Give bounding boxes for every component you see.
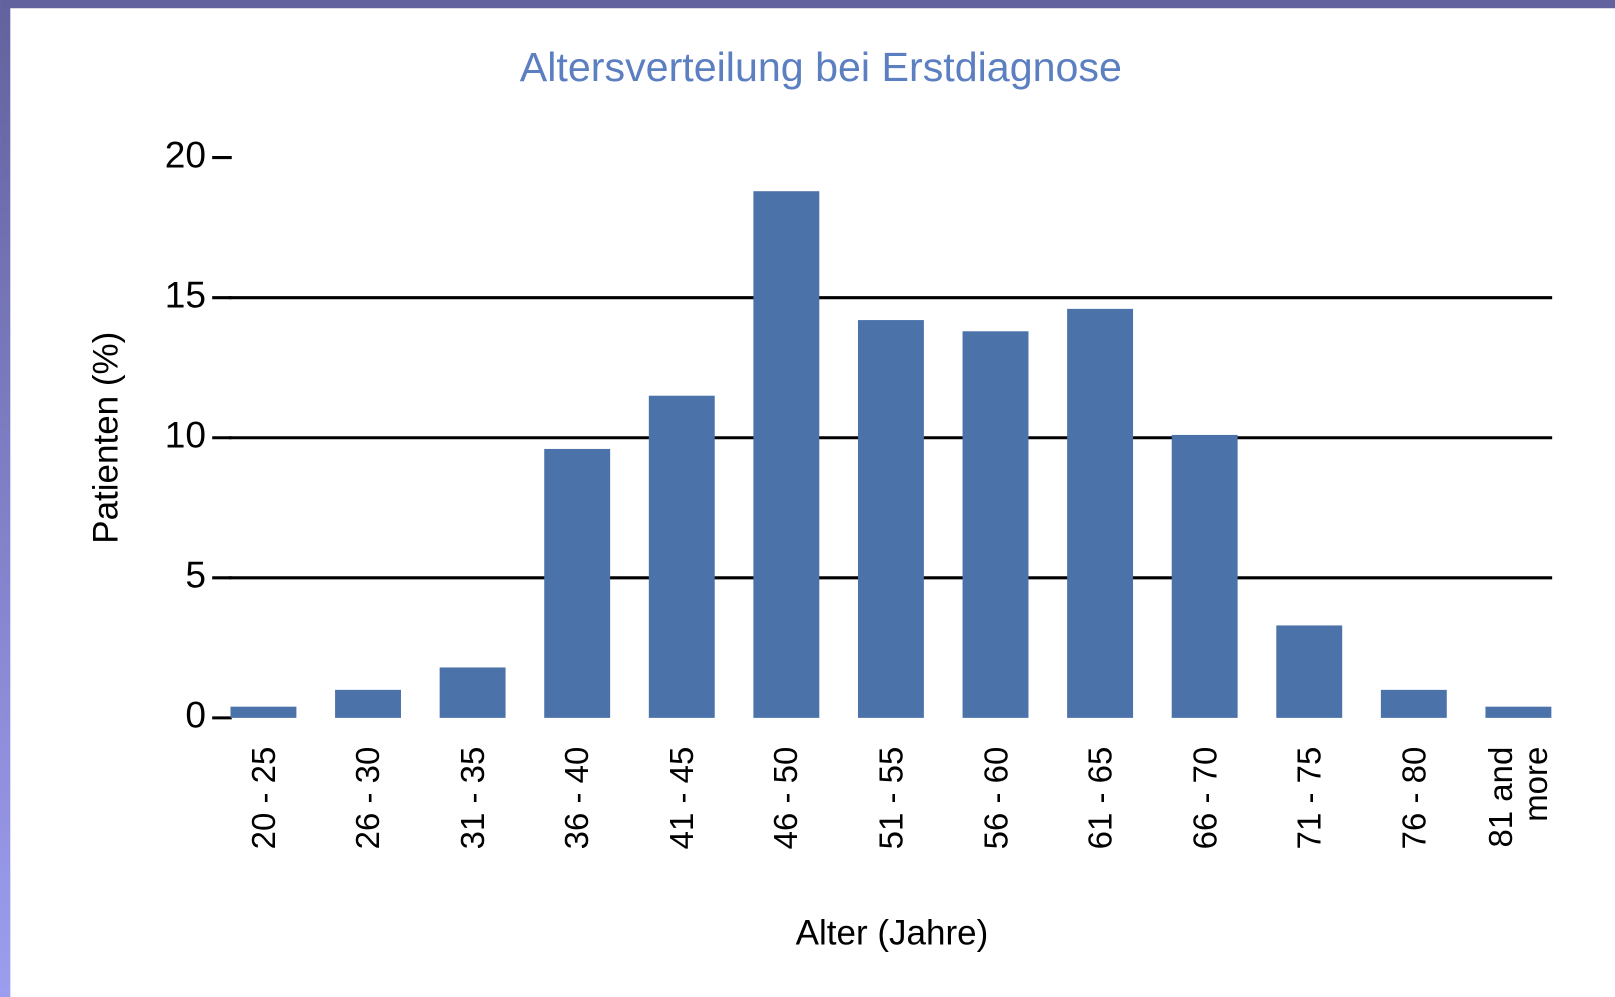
y-tick-label: 0 bbox=[185, 694, 206, 736]
bar bbox=[1485, 706, 1552, 718]
bar bbox=[753, 191, 820, 718]
x-tick-label: 56 - 60 bbox=[976, 746, 1015, 850]
x-tick-label: 36 - 40 bbox=[558, 746, 596, 850]
x-tick-label: 71 - 75 bbox=[1290, 746, 1328, 850]
x-tick-label: 51 - 55 bbox=[872, 746, 910, 850]
x-tick-label-wrap: 81 and more bbox=[1451, 747, 1585, 881]
bar bbox=[1067, 308, 1134, 718]
x-tick-label: 66 - 70 bbox=[1186, 746, 1224, 850]
x-tick-label: 46 - 50 bbox=[767, 746, 805, 850]
bar bbox=[230, 706, 297, 718]
y-tick-label: 5 bbox=[185, 554, 206, 596]
x-tick-label: 20 - 25 bbox=[244, 746, 282, 850]
x-tick-label: 61 - 65 bbox=[1081, 746, 1119, 850]
bar bbox=[1276, 625, 1343, 718]
chart-title: Altersverteilung bei Erstdiagnose bbox=[520, 44, 1122, 90]
bar bbox=[648, 395, 715, 718]
y-tick-label: 20 bbox=[165, 133, 206, 175]
bar bbox=[962, 331, 1029, 718]
x-axis-label: Alter (Jahre) bbox=[796, 913, 989, 952]
bar bbox=[544, 448, 611, 718]
x-tick-label: 81 and more bbox=[1482, 746, 1555, 848]
y-axis-label: Patienten (%) bbox=[86, 332, 125, 544]
x-tick-label: 31 - 35 bbox=[454, 746, 492, 850]
x-tick-label: 26 - 30 bbox=[349, 746, 387, 850]
bar bbox=[1171, 434, 1238, 718]
bar bbox=[857, 320, 924, 718]
bar bbox=[1380, 689, 1447, 718]
y-tick-label: 15 bbox=[165, 273, 206, 315]
bar bbox=[439, 667, 506, 718]
x-tick-label: 41 - 45 bbox=[663, 746, 701, 850]
x-tick-label: 76 - 80 bbox=[1395, 746, 1433, 850]
y-tick-label: 10 bbox=[165, 414, 206, 456]
x-tick-label-box: 81 and more bbox=[1451, 747, 1585, 881]
bar bbox=[335, 689, 401, 718]
